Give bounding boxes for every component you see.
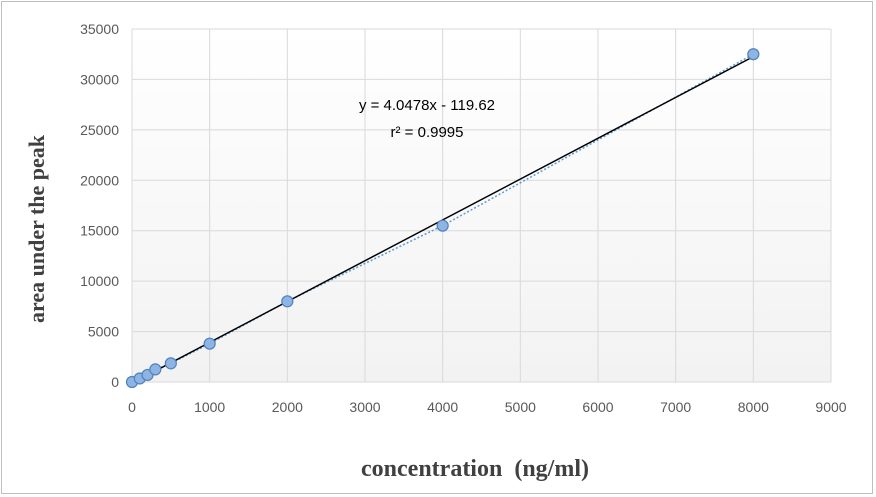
data-point (149, 363, 162, 376)
data-points (125, 48, 760, 389)
y-tick-labels: 0 5000 10000 15000 20000 25000 30000 35000 (80, 21, 119, 390)
y-tick-label: 0 (111, 374, 119, 390)
data-point (436, 219, 449, 232)
x-tick-label: 1000 (194, 399, 225, 415)
y-tick-label: 25000 (80, 122, 119, 138)
x-tick-label: 5000 (505, 399, 536, 415)
data-point (203, 337, 216, 350)
y-tick-label: 30000 (80, 71, 119, 87)
y-tick-label: 10000 (80, 273, 119, 289)
y-tick-label: 20000 (80, 172, 119, 188)
x-tick-label: 6000 (582, 399, 613, 415)
data-point (164, 357, 177, 370)
y-axis-title: area under the peak (24, 134, 49, 323)
plot-area (132, 29, 831, 382)
x-tick-labels: 0 1000 2000 3000 4000 5000 6000 7000 8000 9000 (128, 399, 847, 415)
trendline-equation: y = 4.0478x - 119.62 (359, 97, 495, 114)
x-tick-label: 4000 (427, 399, 458, 415)
x-tick-label: 8000 (738, 399, 769, 415)
r-squared-label: r² = 0.9995 (391, 124, 464, 141)
x-tick-label: 0 (128, 399, 136, 415)
data-point (281, 295, 294, 308)
x-tick-label: 3000 (349, 399, 380, 415)
y-tick-label: 35000 (80, 21, 119, 37)
y-tick-label: 15000 (80, 223, 119, 239)
y-tick-label: 5000 (88, 324, 119, 340)
x-tick-label: 7000 (660, 399, 691, 415)
x-tick-label: 9000 (815, 399, 846, 415)
gridlines (131, 28, 832, 383)
x-tick-label: 2000 (272, 399, 303, 415)
x-axis-title: concentration (ng/ml) (361, 456, 589, 482)
data-point (747, 48, 760, 61)
